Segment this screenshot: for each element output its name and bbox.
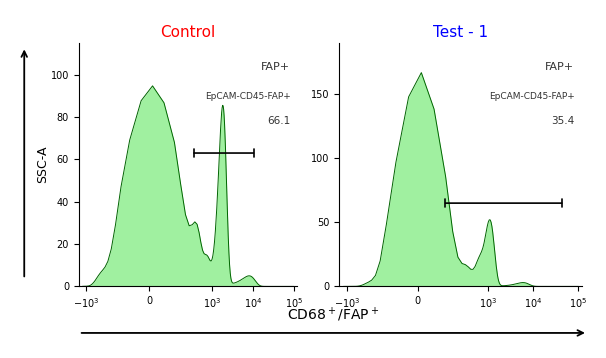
Text: CD68$^+$/FAP$^+$: CD68$^+$/FAP$^+$: [287, 306, 379, 324]
Text: EpCAM-CD45-FAP+: EpCAM-CD45-FAP+: [205, 92, 290, 101]
Text: FAP+: FAP+: [545, 62, 574, 72]
Text: FAP+: FAP+: [261, 62, 290, 72]
Text: SSC-A: SSC-A: [36, 146, 49, 183]
Text: 35.4: 35.4: [551, 116, 574, 126]
Title: Control: Control: [160, 25, 216, 40]
Text: 66.1: 66.1: [267, 116, 290, 126]
Title: Test - 1: Test - 1: [433, 25, 488, 40]
Text: EpCAM-CD45-FAP+: EpCAM-CD45-FAP+: [488, 92, 574, 101]
